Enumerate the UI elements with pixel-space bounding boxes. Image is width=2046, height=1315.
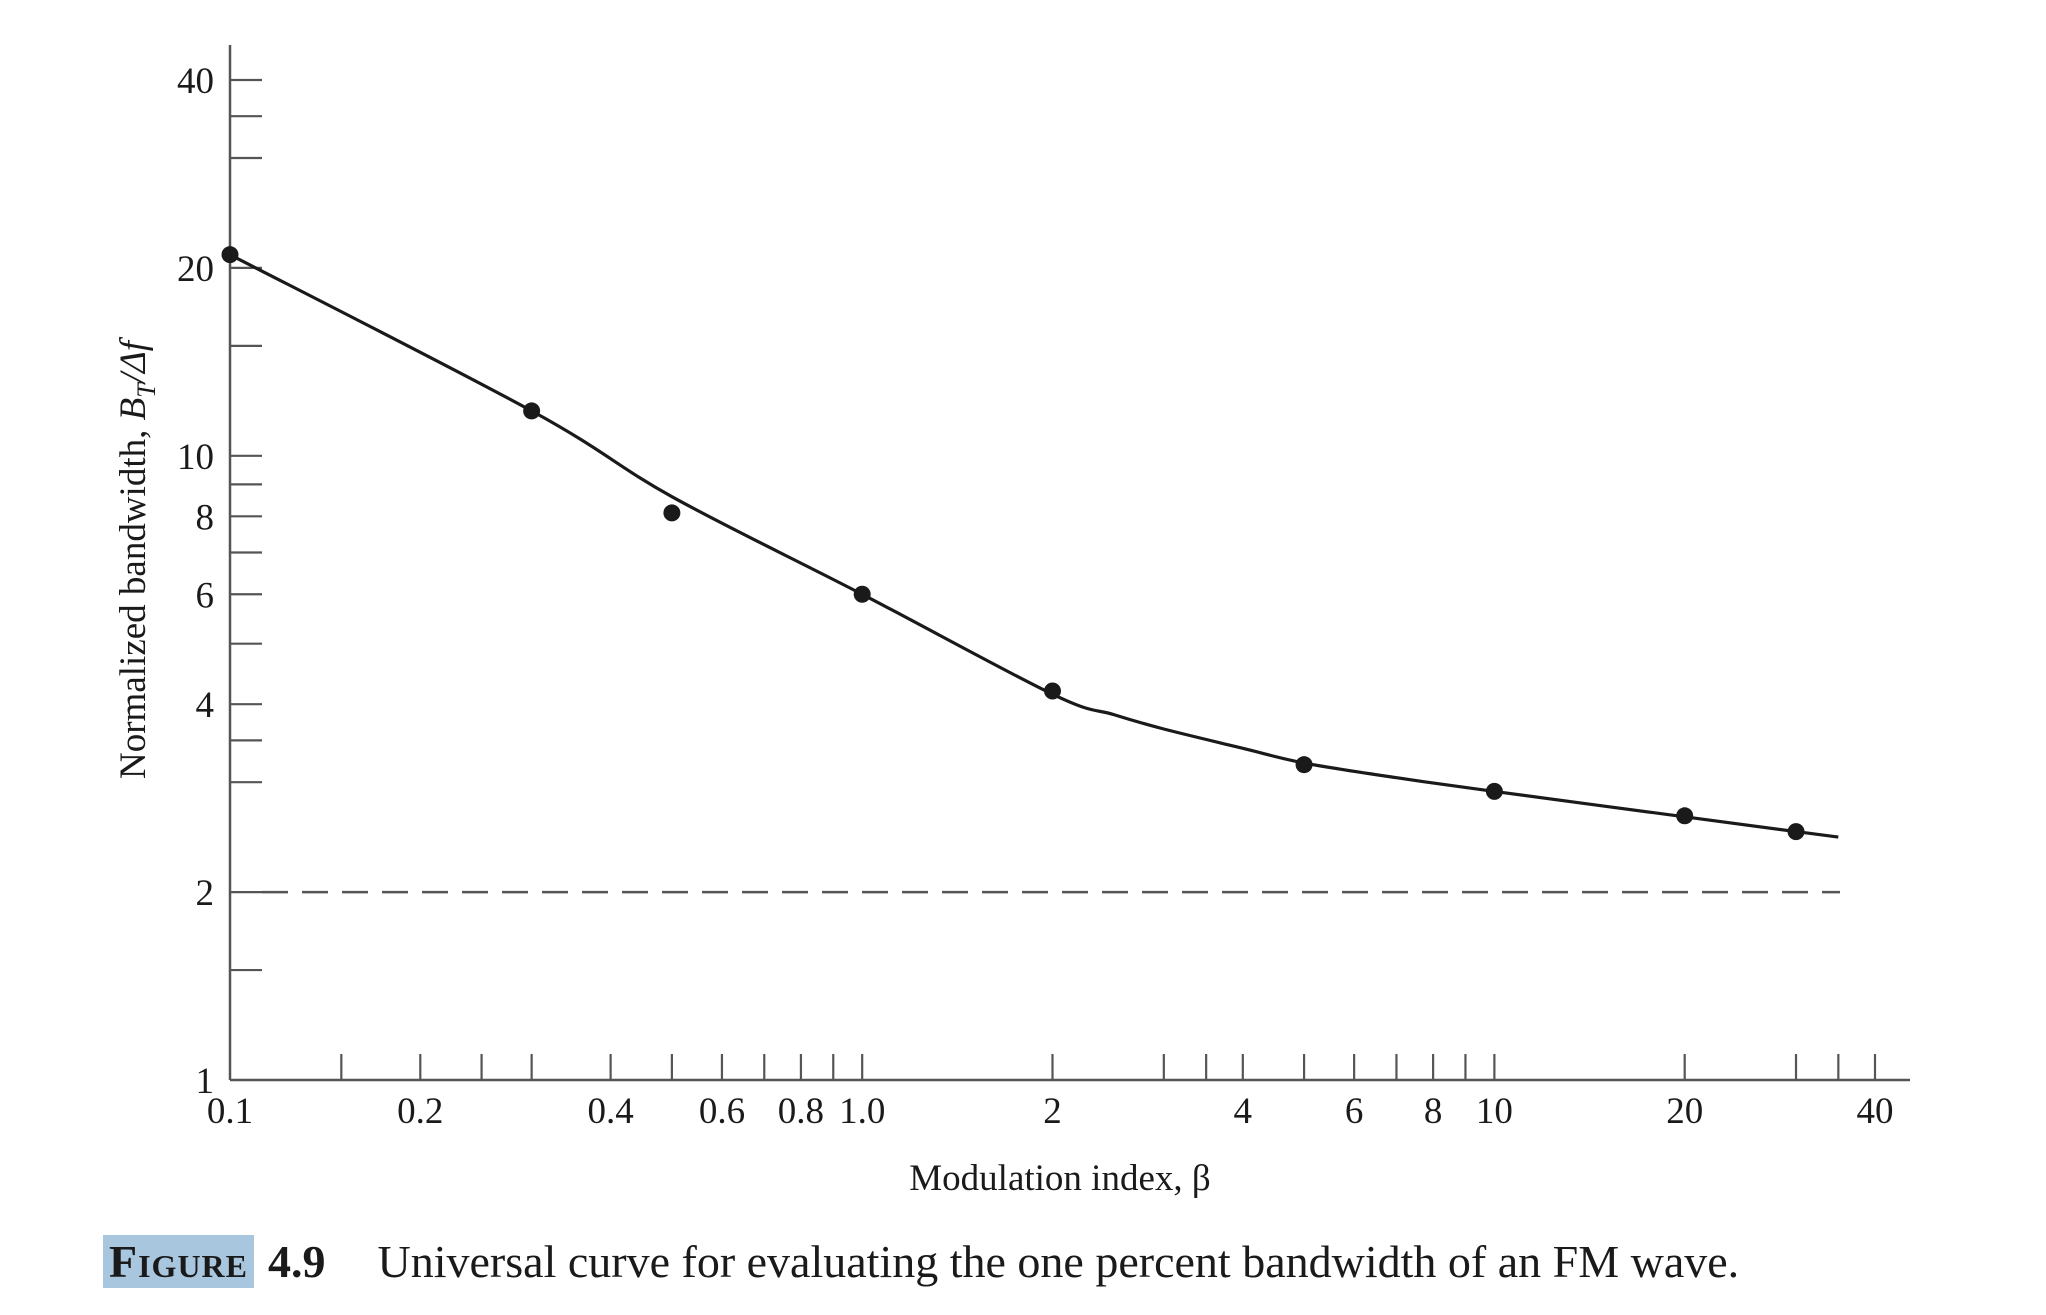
x-tick-label: 20	[1666, 1091, 1703, 1132]
x-axis-label: Modulation index, β	[909, 1158, 1210, 1199]
figure-caption-text: Universal curve for evaluating the one p…	[377, 1235, 1740, 1287]
data-point	[1787, 823, 1805, 841]
data-point	[523, 402, 541, 420]
data-point	[853, 585, 871, 603]
x-tick-label: 0.2	[397, 1091, 443, 1132]
figure-number: 4.9	[268, 1235, 326, 1287]
data-points	[221, 246, 1805, 841]
bandwidth-chart: 0.1 0.2 0.4 0.6 0.8 1.0 2 4 6 8 10 20 4012468102040 …	[113, 45, 1910, 1199]
x-tick-label: 8	[1424, 1091, 1443, 1132]
data-point	[1676, 807, 1694, 825]
chart-ticks	[230, 78, 1877, 1080]
x-tick-label: 10	[1476, 1091, 1513, 1132]
x-tick-label: 0.6	[699, 1091, 745, 1132]
y-tick-label: 10	[177, 437, 214, 478]
y-axis-label-sub: T	[132, 382, 161, 398]
x-tick-label: 1.0	[839, 1091, 885, 1132]
figure-tag: Figure	[103, 1234, 255, 1288]
y-axis-label-var: B	[113, 398, 154, 421]
chart-axes	[228, 45, 1910, 1082]
y-tick-label: 1	[196, 1061, 215, 1102]
y-axis-label: Normalized bandwidth, BT/Δf	[113, 336, 161, 779]
x-tick-label: 6	[1345, 1091, 1364, 1132]
data-point	[1044, 682, 1061, 700]
data-point	[1295, 756, 1313, 774]
y-axis-label-rest: /Δf	[113, 336, 154, 385]
y-tick-label: 20	[177, 249, 214, 290]
data-point	[1485, 782, 1503, 800]
chart-tick-labels: 0.1 0.2 0.4 0.6 0.8 1.0 2 4 6 8 10 20 40 1 2 4 6 8 10 20 40	[177, 61, 1894, 1132]
x-tick-label: 4	[1234, 1091, 1253, 1132]
figure-caption: Figure 4.9 Universal curve for evaluatin…	[103, 1232, 1739, 1290]
y-axis-label-main: Normalized bandwidth,	[113, 420, 154, 779]
y-tick-label: 4	[196, 685, 215, 726]
y-tick-label: 2	[196, 873, 215, 914]
data-point	[221, 246, 239, 264]
x-tick-label: 2	[1043, 1091, 1062, 1132]
x-tick-label: 0.8	[778, 1091, 824, 1132]
bandwidth-curve	[229, 253, 1839, 839]
x-tick-label: 40	[1857, 1091, 1894, 1132]
y-tick-label: 8	[196, 497, 215, 538]
y-tick-label: 6	[196, 575, 215, 616]
y-tick-label: 40	[177, 61, 214, 102]
x-tick-label: 0.1	[207, 1091, 253, 1132]
x-tick-label: 0.4	[587, 1091, 633, 1132]
data-point	[663, 504, 681, 522]
